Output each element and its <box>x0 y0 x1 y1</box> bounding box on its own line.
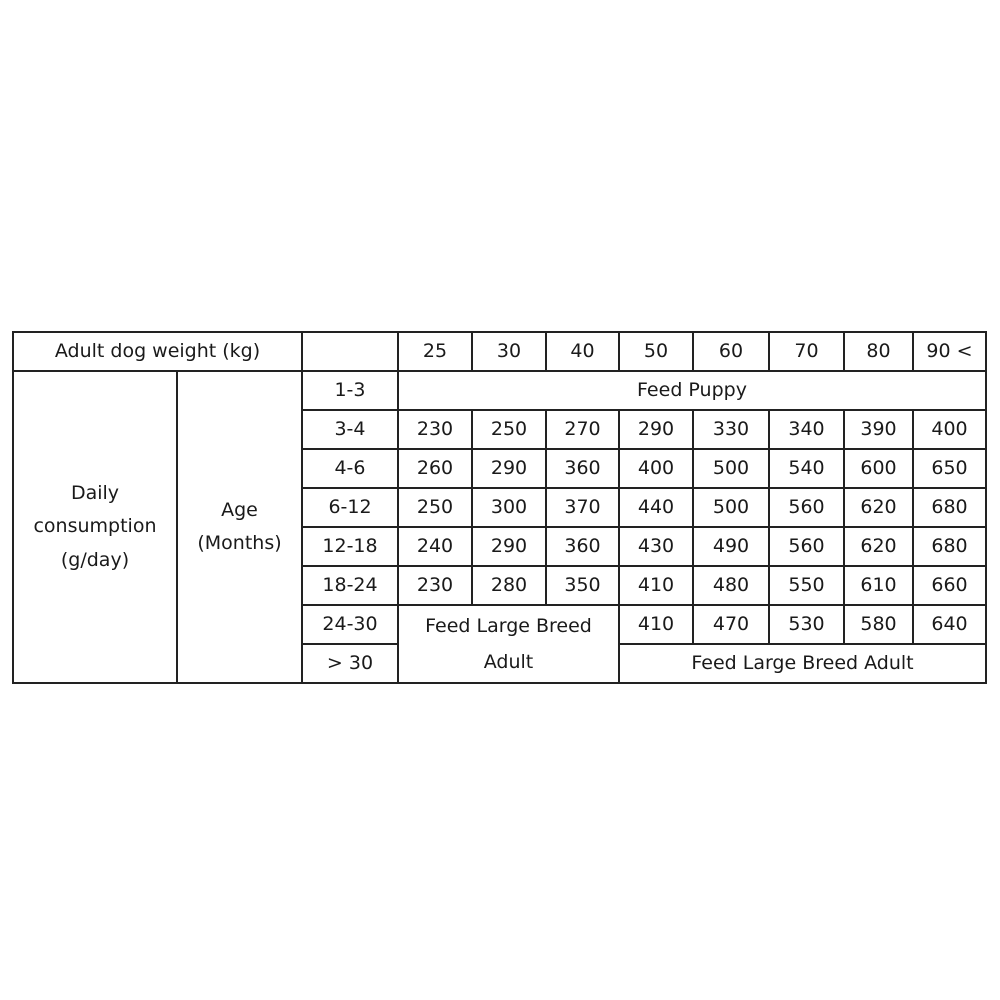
value-cell: 250 <box>471 409 547 450</box>
weight-header-cell: 90 < <box>912 331 987 372</box>
value-cell: 330 <box>692 409 770 450</box>
value-cell: 230 <box>397 565 473 606</box>
table-row: 4-6 260 290 360 400 500 540 600 650 <box>13 448 987 489</box>
feed-puppy-cell: Feed Puppy <box>397 370 987 411</box>
value-cell: 240 <box>397 526 473 567</box>
weight-header-cell: 25 <box>397 331 473 372</box>
table-row: Daily consumption (g/day) Age (Months) 1-3… <box>12 370 987 684</box>
value-cell: 410 <box>618 604 694 645</box>
age-cell: 18-24 <box>301 565 399 606</box>
value-cell: 290 <box>471 526 547 567</box>
value-cell: 580 <box>843 604 914 645</box>
value-cell: 260 <box>397 448 473 489</box>
value-cell: 560 <box>768 487 845 528</box>
feeding-table: Adult dog weight (kg) 25 30 40 50 60 70 80 90 < D… <box>12 331 987 684</box>
value-cell: 620 <box>843 487 914 528</box>
value-cell: 390 <box>843 409 914 450</box>
table-row: 6-12 250 300 370 440 500 560 620 680 <box>13 487 987 528</box>
value-cell: 530 <box>768 604 845 645</box>
value-cell: 680 <box>912 487 987 528</box>
weight-header-label: Adult dog weight (kg) <box>12 331 303 372</box>
value-cell: 360 <box>545 448 620 489</box>
age-cell: 1-3 <box>301 370 399 411</box>
weight-header-cell: 80 <box>843 331 914 372</box>
weight-header-cell: 70 <box>768 331 845 372</box>
age-cell: 12-18 <box>301 526 399 567</box>
age-cell: 4-6 <box>301 448 399 489</box>
age-cell: 3-4 <box>301 409 399 450</box>
table-row: 3-4 230 250 270 290 330 340 390 400 <box>13 409 987 450</box>
value-cell: 490 <box>692 526 770 567</box>
value-cell: 620 <box>843 526 914 567</box>
value-cell: 540 <box>768 448 845 489</box>
value-cell: 370 <box>545 487 620 528</box>
value-cell: 660 <box>912 565 987 606</box>
table-row: 18-24 230 280 350 410 480 550 610 660 <box>13 565 987 606</box>
value-cell: 480 <box>692 565 770 606</box>
value-cell: 400 <box>912 409 987 450</box>
value-cell: 650 <box>912 448 987 489</box>
age-cell: > 30 <box>301 643 399 684</box>
value-cell: 430 <box>618 526 694 567</box>
weight-header-cell: 50 <box>618 331 694 372</box>
value-cell: 400 <box>618 448 694 489</box>
value-cell: 410 <box>618 565 694 606</box>
weight-header-cell: 40 <box>545 331 620 372</box>
table-row: 24-30 Feed Large Breed Adult 410 470 530 580 6… <box>13 604 987 684</box>
age-months-label: Age (Months) <box>176 370 303 684</box>
age-cell: 6-12 <box>301 487 399 528</box>
value-cell: 250 <box>397 487 473 528</box>
value-cell: 470 <box>692 604 770 645</box>
empty-header-cell <box>301 331 399 372</box>
value-cell: 360 <box>545 526 620 567</box>
feed-large-breed-adult-cell: Feed Large Breed Adult <box>397 604 620 684</box>
header-row: Adult dog weight (kg) 25 30 40 50 60 70 80 90 < <box>12 331 987 372</box>
value-cell: 300 <box>471 487 547 528</box>
value-cell: 290 <box>471 448 547 489</box>
value-cell: 230 <box>397 409 473 450</box>
weight-header-cell: 30 <box>471 331 547 372</box>
value-cell: 600 <box>843 448 914 489</box>
value-cell: 500 <box>692 448 770 489</box>
value-cell: 350 <box>545 565 620 606</box>
age-cell: 24-30 <box>301 604 399 645</box>
value-cell: 280 <box>471 565 547 606</box>
value-cell: 340 <box>768 409 845 450</box>
value-cell: 640 <box>912 604 987 645</box>
value-cell: 560 <box>768 526 845 567</box>
table-row: 12-18 240 290 360 430 490 560 620 680 <box>13 526 987 567</box>
value-cell: 440 <box>618 487 694 528</box>
value-cell: 290 <box>618 409 694 450</box>
value-cell: 610 <box>843 565 914 606</box>
weight-header-cell: 60 <box>692 331 770 372</box>
value-cell: 680 <box>912 526 987 567</box>
daily-consumption-label: Daily consumption (g/day) <box>12 370 178 684</box>
value-cell: 270 <box>545 409 620 450</box>
feed-large-breed-adult-cell: Feed Large Breed Adult <box>618 643 987 684</box>
table-row: > 30 Feed Large Breed Adult <box>13 643 987 684</box>
value-cell: 500 <box>692 487 770 528</box>
value-cell: 550 <box>768 565 845 606</box>
